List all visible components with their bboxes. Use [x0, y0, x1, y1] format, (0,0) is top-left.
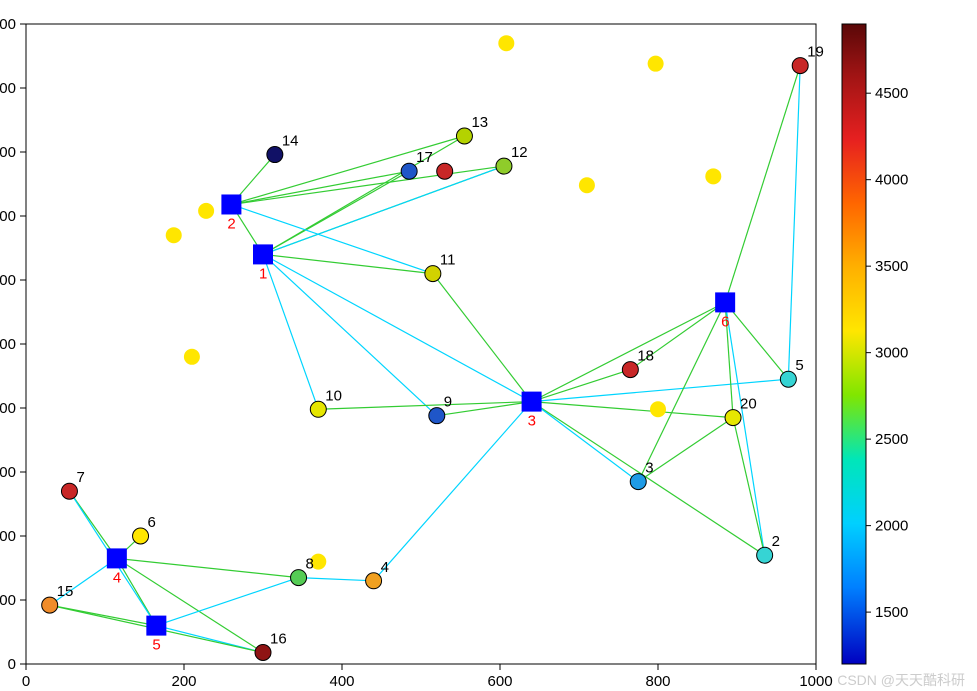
node-marker	[291, 570, 307, 586]
node-label: 14	[282, 133, 299, 150]
colorbar-tick-label: 2500	[875, 431, 908, 448]
scatter-point	[648, 56, 664, 72]
node-label: 4	[381, 559, 389, 576]
hub-marker	[253, 244, 273, 264]
node-label: 5	[795, 357, 803, 374]
node-marker	[133, 528, 149, 544]
y-tick-label: 200	[0, 528, 16, 545]
hub-label: 5	[152, 637, 160, 654]
chart-container: 0 200 400 600 800 1000 0 100 200 300 400 500 600 700 8…	[0, 0, 977, 691]
scatter-point	[198, 203, 214, 219]
node-marker	[630, 474, 646, 490]
x-tick-label: 600	[487, 673, 512, 690]
node-label: 7	[76, 469, 84, 486]
scatter-point	[498, 35, 514, 51]
plot-area	[26, 24, 816, 664]
hub-marker	[146, 616, 166, 636]
hub-label: 2	[227, 215, 235, 232]
y-tick-label: 0	[8, 656, 16, 673]
colorbar-tick-label: 4000	[875, 172, 908, 189]
colorbar-tick-label: 3500	[875, 258, 908, 275]
network-chart: 0 200 400 600 800 1000 0 100 200 300 400 500 600 700 8…	[0, 0, 977, 691]
node-label: 12	[511, 144, 528, 161]
scatter-point	[184, 349, 200, 365]
hub-label: 6	[721, 313, 729, 330]
scatter-point	[579, 177, 595, 193]
node-label: 20	[740, 396, 757, 413]
y-tick-label: 300	[0, 464, 16, 481]
y-tick-label: 1000	[0, 16, 16, 33]
node-label: 8	[306, 556, 314, 573]
node-label: 6	[148, 514, 156, 531]
x-tick-label: 200	[171, 673, 196, 690]
node-marker	[780, 371, 796, 387]
x-tick-label: 0	[22, 673, 30, 690]
hub-label: 3	[528, 413, 536, 430]
y-tick-label: 700	[0, 208, 16, 225]
node-label: 16	[270, 630, 287, 647]
colorbar-tick-label: 2000	[875, 518, 908, 535]
scatter-point	[650, 401, 666, 417]
y-tick-label: 900	[0, 80, 16, 97]
node-marker	[429, 408, 445, 424]
y-tick-label: 600	[0, 272, 16, 289]
node-marker	[255, 644, 271, 660]
hub-marker	[522, 392, 542, 412]
node-marker	[456, 128, 472, 144]
node-marker	[725, 410, 741, 426]
node-label: 13	[471, 114, 488, 131]
colorbar	[842, 24, 866, 664]
hub-marker	[715, 292, 735, 312]
node-label: 11	[440, 252, 456, 269]
node-marker	[792, 58, 808, 74]
y-tick-label: 500	[0, 336, 16, 353]
node-marker	[757, 547, 773, 563]
y-tick-label: 400	[0, 400, 16, 417]
node-marker	[622, 362, 638, 378]
node-label: 19	[807, 44, 824, 61]
node-label: 9	[444, 394, 452, 411]
node-label: 3	[645, 460, 653, 477]
hub-marker	[107, 548, 127, 568]
node-marker	[366, 573, 382, 589]
x-tick-label: 400	[329, 673, 354, 690]
node-label: 10	[325, 387, 342, 404]
hub-label: 1	[259, 265, 267, 282]
node-marker	[496, 158, 512, 174]
node-label: 15	[57, 583, 74, 600]
node-marker	[310, 401, 326, 417]
node-marker	[401, 163, 417, 179]
colorbar-tick-label: 3000	[875, 345, 908, 362]
node-label: 2	[772, 533, 780, 550]
node-marker	[425, 266, 441, 282]
watermark: CSDN @天天酷科研	[837, 672, 965, 688]
node-marker	[42, 597, 58, 613]
hub-label: 4	[113, 569, 121, 586]
scatter-point	[705, 168, 721, 184]
y-tick-label: 800	[0, 144, 16, 161]
node-marker	[267, 147, 283, 163]
x-tick-label: 800	[645, 673, 670, 690]
x-tick-label: 1000	[799, 673, 832, 690]
node-marker	[61, 483, 77, 499]
colorbar-tick-label: 1500	[875, 604, 908, 621]
colorbar-tick-label: 4500	[875, 85, 908, 102]
node-label: 17	[416, 149, 433, 166]
node-marker	[437, 163, 453, 179]
hub-marker	[221, 194, 241, 214]
scatter-point	[166, 227, 182, 243]
y-tick-label: 100	[0, 592, 16, 609]
node-label: 18	[637, 348, 654, 365]
